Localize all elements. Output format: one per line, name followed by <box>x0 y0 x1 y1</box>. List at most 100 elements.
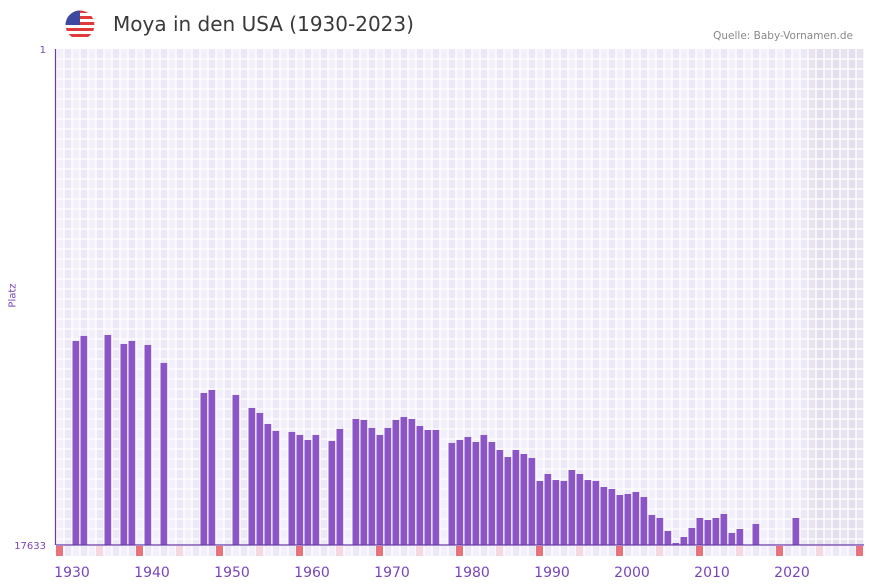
marker-slot <box>232 546 240 556</box>
grid-column <box>680 49 688 545</box>
source-link[interactable]: Quelle: Baby-Vornamen.de <box>713 30 853 42</box>
bar-2000 <box>632 492 640 545</box>
grid-column <box>56 49 64 545</box>
grid-column <box>560 49 568 545</box>
x-tick-label: 1990 <box>534 565 570 581</box>
bar-1968 <box>376 434 384 545</box>
grid-column <box>720 49 728 545</box>
bar-1986 <box>520 453 528 545</box>
bar-1982 <box>488 441 496 545</box>
bar-1979 <box>464 436 472 545</box>
marker-slot <box>680 546 688 556</box>
grid-column <box>776 49 784 545</box>
grid-column <box>728 49 736 545</box>
grid-column <box>104 49 112 545</box>
grid-column <box>568 49 576 545</box>
grid-column <box>288 49 296 545</box>
grid-column <box>400 49 408 545</box>
bar-1953 <box>256 412 264 545</box>
marker-slot <box>824 546 832 556</box>
grid-column <box>240 49 248 545</box>
y-tick-label: 1 <box>40 45 46 56</box>
grid-column <box>448 49 456 545</box>
grid-column <box>80 49 88 545</box>
grid-column <box>576 49 584 545</box>
marker-slot <box>568 546 576 556</box>
bar-2003 <box>656 517 664 545</box>
grid-column <box>424 49 432 545</box>
bar-1997 <box>608 488 616 545</box>
bar-1934 <box>104 334 112 545</box>
marker-slot <box>200 546 208 556</box>
marker-slot <box>80 546 88 556</box>
grid-column <box>184 49 192 545</box>
grid-column <box>704 49 712 545</box>
bar-1995 <box>592 481 600 545</box>
year-marker-strong <box>136 546 143 556</box>
grid-column <box>296 49 304 545</box>
marker-slot <box>808 546 816 556</box>
grid-column <box>160 49 168 545</box>
y-tick-label: 17633 <box>14 541 46 552</box>
year-marker-light <box>656 546 663 556</box>
grid-column <box>328 49 336 545</box>
grid-column <box>488 49 496 545</box>
marker-slot <box>368 546 376 556</box>
marker-slot <box>664 546 672 556</box>
marker-slot <box>632 546 640 556</box>
bar-2011 <box>720 514 728 545</box>
bar-1989 <box>544 473 552 545</box>
grid-column <box>232 49 240 545</box>
x-tick-label: 1960 <box>294 565 330 581</box>
grid-column <box>472 49 480 545</box>
year-marker-strong <box>216 546 223 556</box>
marker-slot <box>672 546 680 556</box>
marker-slot <box>160 546 168 556</box>
bar-2013 <box>736 528 744 545</box>
bar-1990 <box>552 480 560 545</box>
marker-slot <box>392 546 400 556</box>
bar-1959 <box>304 439 312 545</box>
year-marker-light <box>496 546 503 556</box>
marker-slot <box>184 546 192 556</box>
grid-column <box>200 49 208 545</box>
grid-column <box>512 49 520 545</box>
grid-column <box>336 49 344 545</box>
grid-column <box>368 49 376 545</box>
bar-1993 <box>576 473 584 545</box>
year-marker-light <box>336 546 343 556</box>
x-tick-label: 2010 <box>694 565 730 581</box>
bar-1955 <box>272 430 280 545</box>
grid-column <box>136 49 144 545</box>
grid-column <box>496 49 504 545</box>
bar-1974 <box>424 429 432 545</box>
grid-column <box>544 49 552 545</box>
year-marker-strong <box>536 546 543 556</box>
year-marker-strong <box>56 546 63 556</box>
bar-1991 <box>560 481 568 545</box>
bar-1977 <box>448 442 456 545</box>
grid-column <box>208 49 216 545</box>
bar-2009 <box>704 519 712 545</box>
marker-slot <box>704 546 712 556</box>
marker-slot <box>848 546 856 556</box>
marker-slot <box>720 546 728 556</box>
bar-2002 <box>648 514 656 545</box>
year-marker-light <box>96 546 103 556</box>
marker-slot <box>744 546 752 556</box>
bar-1988 <box>536 481 544 545</box>
marker-slot <box>248 546 256 556</box>
marker-slot <box>760 546 768 556</box>
marker-slot <box>520 546 528 556</box>
marker-slot <box>72 546 80 556</box>
marker-slot <box>168 546 176 556</box>
marker-slot <box>64 546 72 556</box>
marker-slot <box>624 546 632 556</box>
year-marker-strong <box>696 546 703 556</box>
bar-1973 <box>416 425 424 545</box>
bar-1965 <box>352 418 360 545</box>
bar-1941 <box>160 362 168 545</box>
bar-2020 <box>792 517 800 545</box>
marker-slot <box>440 546 448 556</box>
